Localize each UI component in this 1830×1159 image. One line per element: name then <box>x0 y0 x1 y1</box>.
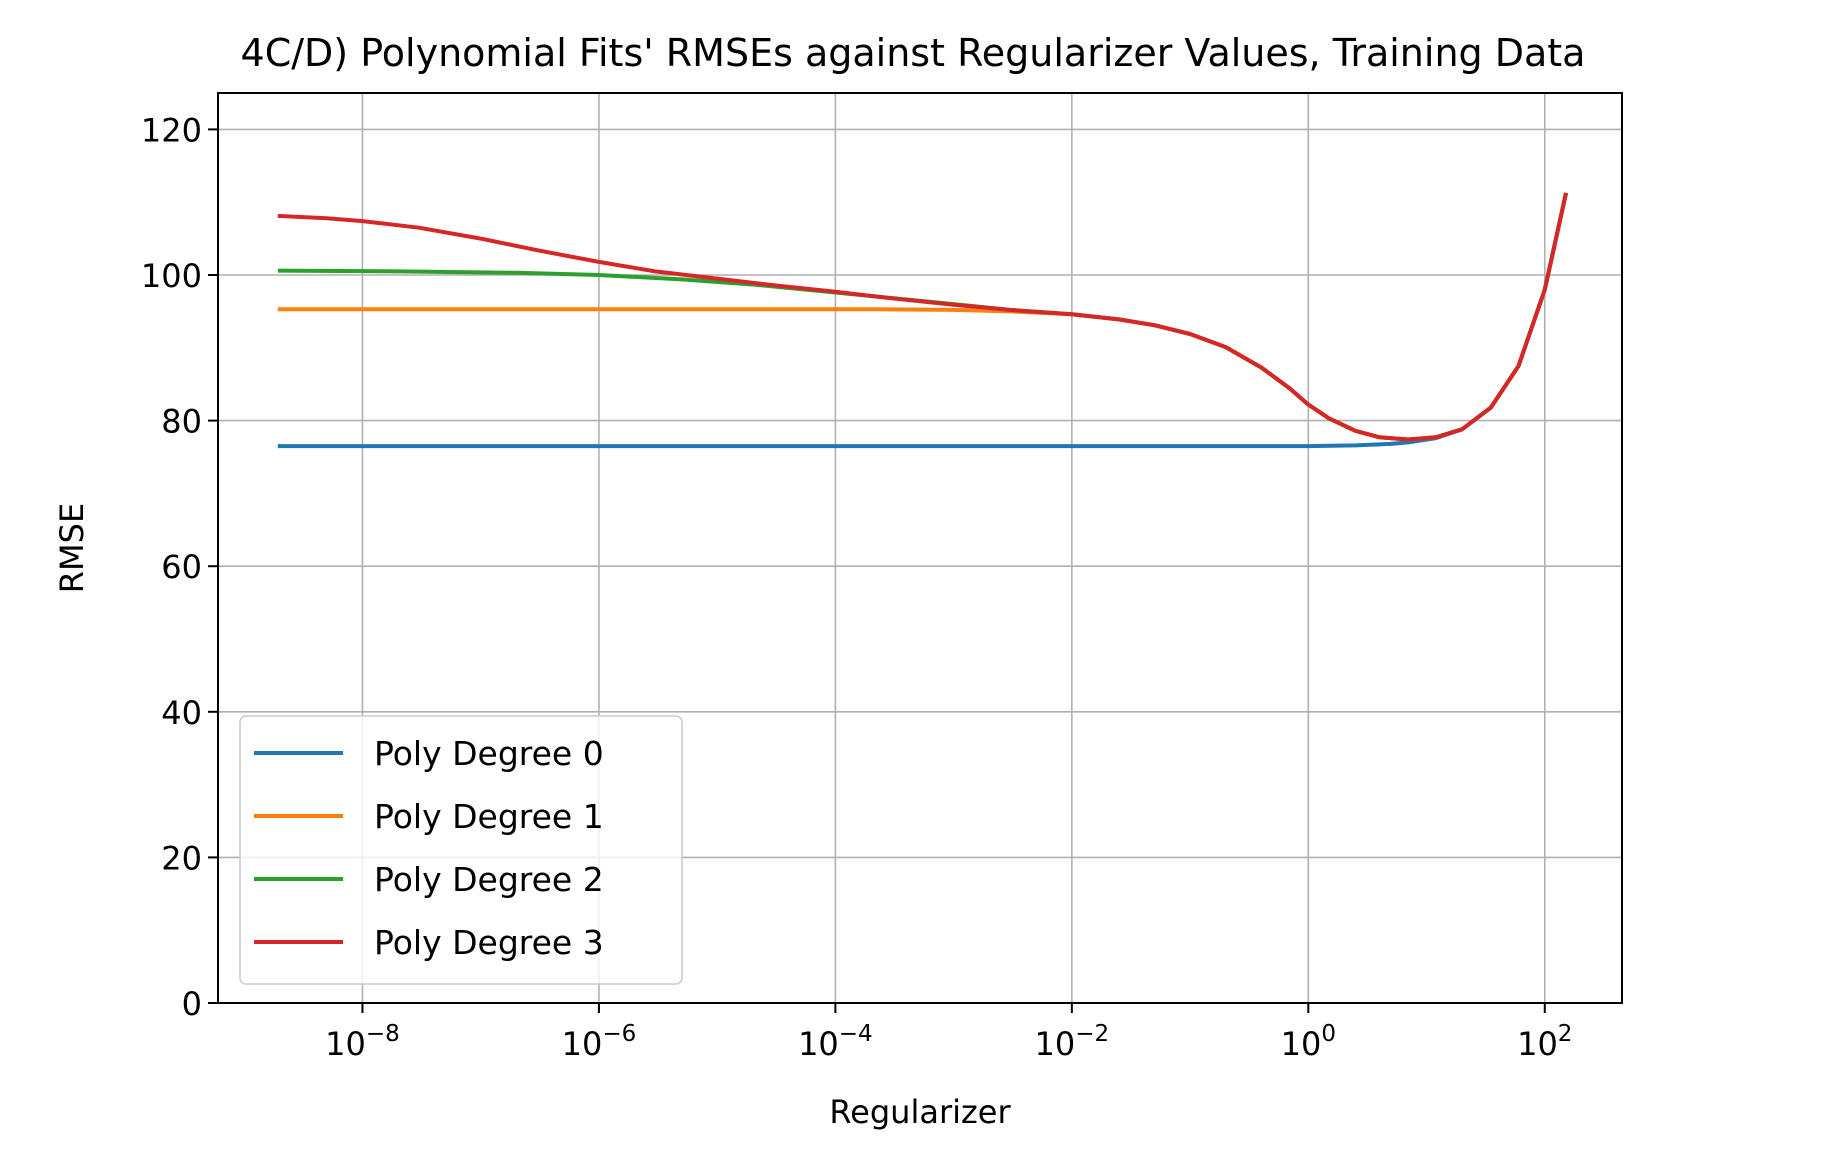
y-tick-label: 0 <box>182 985 202 1023</box>
legend-label: Poly Degree 2 <box>374 860 604 899</box>
series-line-degree-2 <box>277 192 1568 442</box>
y-tick-label: 80 <box>161 403 202 441</box>
x-tick-label: 10−6 <box>562 1021 637 1063</box>
x-tick-label: 10−8 <box>325 1021 400 1063</box>
x-axis-label: Regularizer <box>829 1093 1011 1131</box>
y-axis-label: RMSE <box>53 503 91 593</box>
legend-box <box>239 715 683 985</box>
grid <box>218 93 1622 1004</box>
y-tick-label: 60 <box>161 548 202 586</box>
chart-title: 4C/D) Polynomial Fits' RMSEs against Reg… <box>241 31 1586 75</box>
legend-label: Poly Degree 0 <box>374 734 604 773</box>
y-tick-label: 100 <box>141 257 202 295</box>
series-line-degree-1 <box>277 192 1568 442</box>
series-line-degree-3 <box>277 192 1568 442</box>
x-tick-label: 102 <box>1517 1021 1572 1063</box>
legend-label: Poly Degree 1 <box>374 797 604 836</box>
y-tick-label: 40 <box>161 694 202 732</box>
plot-lines <box>277 192 1568 449</box>
y-tick-label: 120 <box>141 111 202 149</box>
x-tick-label: 100 <box>1281 1021 1336 1063</box>
legend-label: Poly Degree 3 <box>374 923 604 962</box>
axis-ticks: 10−8 10−6 10−4 10−2 100 102 0 20 40 60 80 100 120 <box>141 111 1573 1063</box>
y-tick-label: 20 <box>161 839 202 877</box>
x-tick-label: 10−4 <box>798 1021 873 1063</box>
series-line-degree-0 <box>277 192 1568 449</box>
legend: Poly Degree 0 Poly Degree 1 Poly Degree 2 P… <box>239 715 683 985</box>
x-tick-label: 10−2 <box>1035 1021 1110 1063</box>
plot-frame <box>217 92 1623 1004</box>
